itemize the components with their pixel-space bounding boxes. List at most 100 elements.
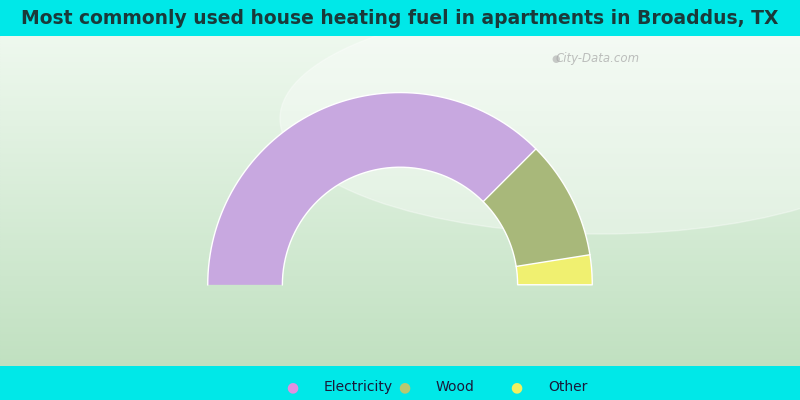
Bar xyxy=(0,107,800,109)
Bar xyxy=(0,277,800,278)
Text: ●: ● xyxy=(398,380,410,394)
Text: Electricity: Electricity xyxy=(324,380,393,394)
Text: Wood: Wood xyxy=(436,380,475,394)
Bar xyxy=(0,44,800,46)
Bar xyxy=(0,203,800,204)
Bar xyxy=(0,168,800,170)
Bar xyxy=(0,92,800,94)
Bar xyxy=(0,354,800,356)
Bar xyxy=(0,346,800,348)
Bar xyxy=(0,244,800,246)
Bar xyxy=(0,272,800,274)
Bar xyxy=(0,77,800,79)
Bar xyxy=(0,214,800,216)
Bar xyxy=(0,96,800,97)
Text: ●: ● xyxy=(510,380,522,394)
Bar xyxy=(0,105,800,107)
Bar xyxy=(0,290,800,292)
Bar xyxy=(0,343,800,344)
Bar xyxy=(0,39,800,41)
Bar xyxy=(0,163,800,165)
Bar xyxy=(0,341,800,343)
Bar xyxy=(0,64,800,66)
Bar xyxy=(0,120,800,122)
Bar xyxy=(0,246,800,247)
Bar xyxy=(0,323,800,325)
Bar xyxy=(0,80,800,82)
Bar xyxy=(0,196,800,198)
Bar xyxy=(0,278,800,280)
Bar xyxy=(0,280,800,282)
Bar xyxy=(0,250,800,252)
Bar xyxy=(0,72,800,74)
Bar xyxy=(0,350,800,351)
Bar xyxy=(0,165,800,166)
Bar xyxy=(0,274,800,275)
Bar xyxy=(0,61,800,62)
Bar xyxy=(0,135,800,137)
Bar xyxy=(0,264,800,265)
Bar xyxy=(0,359,800,361)
Bar xyxy=(0,36,800,38)
Bar xyxy=(0,82,800,84)
Bar xyxy=(0,87,800,89)
Bar xyxy=(0,183,800,184)
Bar xyxy=(0,109,800,110)
Bar xyxy=(0,229,800,231)
Bar xyxy=(0,259,800,260)
Bar xyxy=(0,298,800,300)
Bar xyxy=(0,166,800,168)
Bar xyxy=(0,160,800,162)
Bar xyxy=(0,224,800,226)
Bar xyxy=(0,232,800,234)
Bar xyxy=(0,211,800,212)
Bar xyxy=(0,143,800,145)
Bar xyxy=(0,188,800,190)
Bar xyxy=(0,231,800,232)
Bar xyxy=(0,287,800,288)
Bar xyxy=(0,52,800,54)
Polygon shape xyxy=(516,255,592,285)
Bar xyxy=(0,74,800,76)
Bar xyxy=(0,130,800,132)
Bar xyxy=(0,308,800,310)
Bar xyxy=(0,170,800,171)
Bar xyxy=(0,69,800,71)
Bar xyxy=(0,140,800,142)
Bar xyxy=(0,152,800,153)
Bar xyxy=(0,285,800,287)
Bar xyxy=(0,260,800,262)
Bar xyxy=(0,242,800,244)
Bar xyxy=(0,216,800,218)
Bar xyxy=(0,67,800,69)
Bar xyxy=(0,282,800,284)
Bar xyxy=(0,335,800,336)
Bar xyxy=(0,318,800,320)
Bar xyxy=(0,115,800,117)
Bar xyxy=(0,227,800,229)
Bar xyxy=(0,89,800,90)
Bar xyxy=(0,344,800,346)
Bar xyxy=(0,156,800,158)
Bar xyxy=(0,158,800,160)
Bar xyxy=(0,184,800,186)
Bar xyxy=(0,265,800,267)
Bar xyxy=(0,364,800,366)
Bar xyxy=(0,328,800,330)
Bar xyxy=(0,316,800,318)
Bar xyxy=(0,84,800,86)
Bar xyxy=(0,237,800,239)
Bar xyxy=(0,133,800,135)
Bar xyxy=(0,114,800,115)
Bar xyxy=(0,58,800,59)
Bar xyxy=(0,236,800,237)
Bar xyxy=(0,125,800,127)
Bar xyxy=(0,358,800,359)
Bar xyxy=(0,300,800,302)
Bar xyxy=(0,104,800,105)
Bar xyxy=(0,226,800,227)
Bar xyxy=(0,181,800,183)
Bar xyxy=(0,46,800,48)
Bar xyxy=(0,176,800,178)
Bar xyxy=(0,132,800,133)
